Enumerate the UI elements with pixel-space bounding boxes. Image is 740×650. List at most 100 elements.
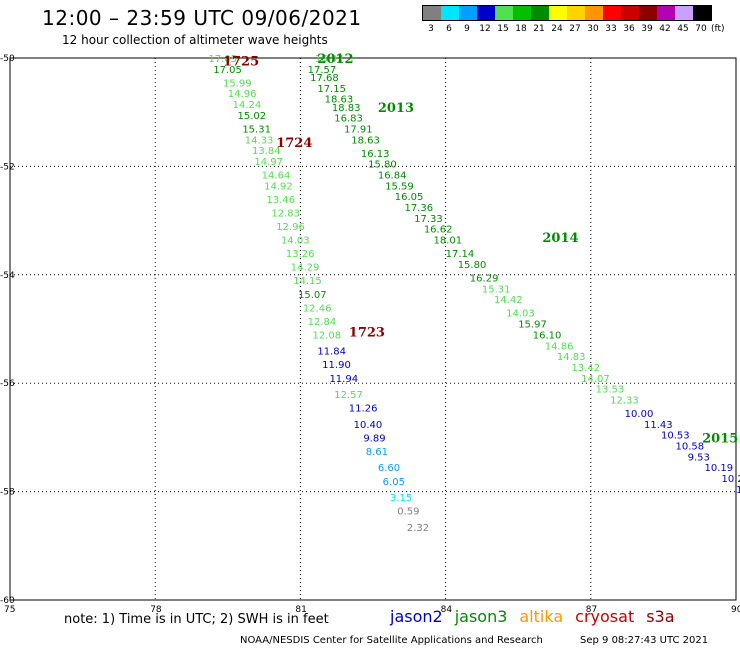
swh-data-label: 14.97 (254, 157, 283, 168)
swh-data-label: 13.53 (596, 385, 625, 396)
pass-number-label: 1724 (276, 136, 312, 151)
legend-bin-label: 36 (623, 24, 635, 34)
page-subtitle: 12 hour collection of altimeter wave hei… (62, 33, 328, 47)
legend-swatch (621, 6, 639, 20)
swh-data-label: 3.15 (390, 493, 412, 504)
swh-data-label: 15.99 (223, 78, 252, 89)
swh-data-label: 17.05 (213, 65, 242, 76)
swh-data-label: 12.83 (271, 208, 300, 219)
swh-data-label: 12.33 (610, 395, 639, 406)
swh-data-label: 16.13 (361, 149, 390, 160)
legend-swatch (513, 6, 531, 20)
swh-data-label: 16.05 (395, 192, 424, 203)
swh-data-label: 15.80 (368, 160, 397, 171)
swh-data-label: 15.97 (518, 320, 547, 331)
swh-data-label: 14.83 (557, 352, 586, 363)
swh-data-label: 13.42 (571, 363, 600, 374)
satellite-label: s3a (646, 607, 675, 626)
legend-bin-label: 39 (641, 24, 653, 34)
swh-data-label: 14.42 (494, 295, 523, 306)
legend-bin-label: 9 (464, 24, 470, 34)
swh-data-label: 14.15 (293, 276, 322, 287)
y-tick-label: -58 (0, 488, 15, 498)
pass-number-label: 2014 (542, 231, 578, 246)
legend-swatch (639, 6, 657, 20)
y-tick-label: -54 (0, 271, 15, 281)
swh-data-label: 12.96 (276, 222, 305, 233)
swh-data-label: 17.05 (208, 54, 237, 65)
legend-swatch (675, 6, 693, 20)
y-tick-label: -50 (0, 54, 15, 64)
pass-number-label: 2013 (378, 101, 414, 116)
satellite-legend: jason2 jason3 altika cryosat s3a (390, 607, 687, 626)
legend-unit: (ft) (711, 24, 725, 34)
swh-data-label: 14.64 (262, 171, 291, 182)
swh-data-label: 17.57 (308, 65, 337, 76)
satellite-label: altika (519, 607, 564, 626)
swh-data-label: 15.31 (242, 124, 271, 135)
swh-data-label: 18.63 (351, 135, 380, 146)
swh-data-label: 15.07 (298, 290, 327, 301)
legend-swatch (531, 6, 549, 20)
x-tick-label: 90 (731, 605, 740, 615)
swh-data-label: 13.46 (267, 195, 296, 206)
legend-bin-label: 45 (677, 24, 689, 34)
pass-number-label: 2015 (702, 431, 738, 446)
swh-data-label: 14.96 (228, 89, 257, 100)
swh-data-label: 17.36 (404, 203, 433, 214)
swh-data-label: 17.91 (344, 124, 373, 135)
legend-swatch (477, 6, 495, 20)
swh-data-label: 11.94 (329, 374, 358, 385)
swh-data-label: 14.07 (581, 374, 610, 385)
legend-swatch (657, 6, 675, 20)
satellite-label: jason3 (454, 607, 508, 626)
swh-data-label: 10.40 (354, 420, 383, 431)
legend-bin-label: 12 (479, 24, 491, 34)
swh-data-label: 10.58 (676, 442, 705, 453)
swh-data-label: 16.29 (470, 274, 499, 285)
swh-data-label: 13.84 (252, 146, 281, 157)
satellite-label: cryosat (575, 607, 635, 626)
swh-data-label: 10.27 (721, 474, 740, 485)
plot-frame (9, 57, 737, 601)
swh-data-label: 10.00 (625, 409, 654, 420)
swh-data-label: 12.46 (303, 303, 332, 314)
swh-data-label: 12.84 (308, 317, 337, 328)
color-legend: 3 6 9 12 15 18 21 24 27 30 33 36 39 42 45 70 (ft) (422, 5, 725, 34)
legend-bin-label: 42 (659, 24, 671, 34)
swh-data-label: 17.33 (414, 214, 443, 225)
swh-data-label: 15.59 (385, 181, 414, 192)
swh-data-label: 14.29 (291, 263, 320, 274)
legend-swatch (549, 6, 567, 20)
y-tick-label: -60 (0, 596, 15, 606)
x-tick-label: 81 (295, 605, 306, 615)
y-tick-label: -52 (0, 162, 15, 172)
swh-data-label: 16.84 (378, 171, 407, 182)
swh-data-label: 18.01 (434, 236, 463, 247)
y-tick-label: -56 (0, 379, 15, 389)
swh-data-label: 18.63 (325, 95, 354, 106)
swh-data-label: 16.92 (315, 54, 344, 65)
swh-data-label: 10.19 (705, 463, 734, 474)
swh-data-label: 14.03 (506, 309, 535, 320)
swh-data-label: 17.15 (317, 84, 346, 95)
swh-data-label: 18.83 (332, 103, 361, 114)
swh-data-label: 11.90 (322, 360, 351, 371)
generated-timestamp: Sep 9 08:27:43 UTC 2021 (580, 635, 709, 646)
satellite-label: jason2 (390, 607, 443, 626)
legend-bin-label: 6 (446, 24, 452, 34)
pass-number-label: 1723 (349, 326, 385, 341)
swh-data-label: 16.10 (533, 330, 562, 341)
swh-data-label: 8.61 (366, 447, 388, 458)
credit-text: NOAA/NESDIS Center for Satellite Applica… (240, 635, 543, 646)
legend-swatch (567, 6, 585, 20)
legend-bin-label: 24 (551, 24, 563, 34)
swh-data-label: 15.80 (458, 260, 487, 271)
swh-data-label: 14.24 (233, 100, 262, 111)
legend-swatch (441, 6, 459, 20)
pass-number-label: 2012 (317, 52, 353, 67)
swh-data-label: 9.89 (363, 433, 385, 444)
swh-data-label: 11.84 (317, 347, 346, 358)
legend-bin-label: 70 (695, 24, 707, 34)
